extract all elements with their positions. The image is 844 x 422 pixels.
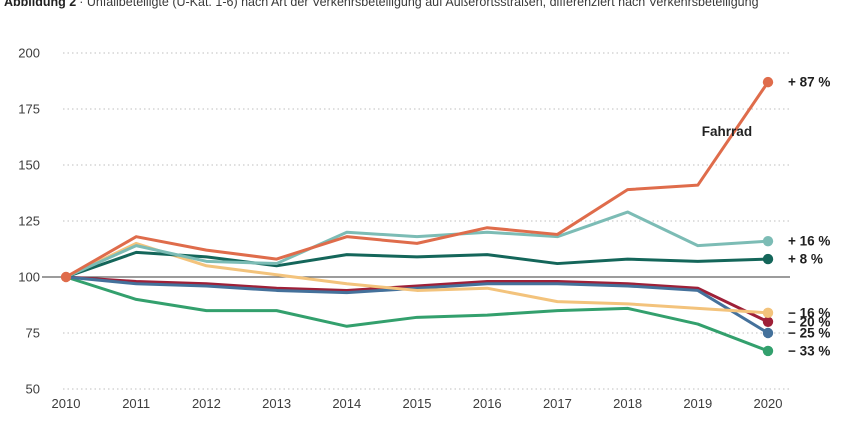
- series-annotation-fahrrad: Fahrrad: [702, 124, 752, 139]
- series-line-green: [64, 275, 770, 353]
- x-tick-2010: 2010: [52, 396, 81, 411]
- x-tick-2015: 2015: [403, 396, 432, 411]
- series-end-label-yellow: − 16 %: [788, 305, 830, 320]
- series-end-label-fahrrad: + 87 %: [788, 75, 830, 90]
- y-tick-100: 100: [18, 270, 40, 285]
- series-end-label-dark-teal: + 8 %: [788, 252, 823, 267]
- series-end-dot-dark-teal: [762, 253, 774, 265]
- x-tick-2018: 2018: [613, 396, 642, 411]
- x-tick-2020: 2020: [754, 396, 783, 411]
- series-line-light-teal: [64, 210, 770, 279]
- series-end-label-dark-red: − 20 %: [788, 314, 830, 329]
- series-end-dot-yellow: [762, 307, 774, 319]
- series-line-yellow: [64, 241, 770, 315]
- y-tick-150: 150: [18, 158, 40, 173]
- y-tick-50: 50: [26, 382, 40, 397]
- series-start-dot-fahrrad: [60, 271, 72, 283]
- x-tick-2014: 2014: [332, 396, 361, 411]
- x-tick-2013: 2013: [262, 396, 291, 411]
- series-end-dot-light-teal: [762, 235, 774, 247]
- x-tick-2019: 2019: [683, 396, 712, 411]
- series-line-dark-red: [64, 275, 770, 324]
- x-tick-2017: 2017: [543, 396, 572, 411]
- x-tick-2016: 2016: [473, 396, 502, 411]
- series-line-steel-blue: [64, 275, 770, 335]
- y-tick-75: 75: [26, 326, 40, 341]
- series-end-label-light-teal: + 16 %: [788, 234, 830, 249]
- x-tick-2012: 2012: [192, 396, 221, 411]
- series-end-label-green: − 33 %: [788, 343, 830, 358]
- chart-title-prefix: Abbildung 2: [4, 0, 77, 9]
- y-tick-200: 200: [18, 46, 40, 61]
- chart-title-text: · Unfallbeteiligte (U-Kat. 1-6) nach Art…: [79, 0, 759, 9]
- y-tick-125: 125: [18, 214, 40, 229]
- x-tick-2011: 2011: [122, 396, 150, 411]
- series-end-dot-fahrrad: [762, 76, 774, 88]
- series-end-dot-green: [762, 345, 774, 357]
- y-tick-175: 175: [18, 102, 40, 117]
- series-end-dot-dark-red: [762, 316, 774, 327]
- series-line-fahrrad: [64, 80, 770, 279]
- series-line-dark-teal: [64, 250, 770, 279]
- series-end-dot-steel-blue: [762, 327, 774, 339]
- chart-title: Abbildung 2 · Unfallbeteiligte (U-Kat. 1-…: [4, 0, 840, 10]
- series-end-label-steel-blue: − 25 %: [788, 326, 830, 341]
